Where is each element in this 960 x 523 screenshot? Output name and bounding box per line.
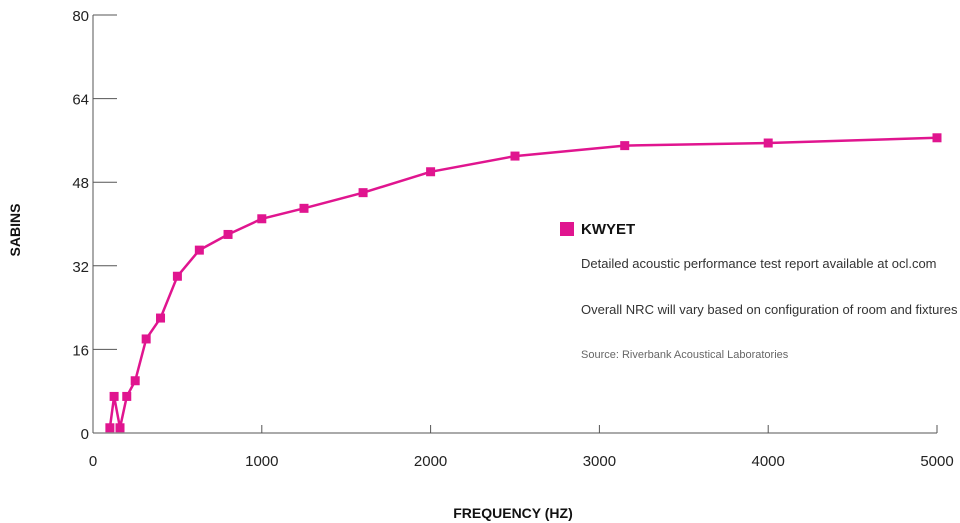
- y-axis: 0 16 32 48 64 80: [72, 8, 117, 443]
- data-point: [299, 203, 309, 213]
- y-tick-label: 16: [72, 342, 89, 359]
- data-point: [932, 133, 942, 143]
- data-point: [130, 376, 140, 386]
- legend: KWYET Detailed acoustic performance test…: [560, 221, 958, 361]
- x-axis-title: FREQUENCY (HZ): [453, 505, 573, 521]
- x-axis: 0 1000 2000 3000 4000 5000: [89, 425, 954, 470]
- data-point: [109, 391, 119, 401]
- data-point: [141, 334, 151, 344]
- annotation-report: Detailed acoustic performance test repor…: [581, 256, 937, 271]
- annotation-source: Source: Riverbank Acoustical Laboratorie…: [581, 349, 789, 361]
- y-tick-label: 48: [72, 175, 89, 192]
- legend-label: KWYET: [581, 221, 635, 238]
- data-point: [105, 423, 115, 433]
- data-point: [763, 138, 773, 148]
- data-point: [426, 167, 436, 177]
- data-point: [223, 229, 233, 239]
- y-tick-label: 80: [72, 8, 89, 25]
- x-tick-label: 5000: [920, 453, 953, 470]
- y-tick-label: 64: [72, 92, 89, 109]
- x-tick-label: 0: [89, 453, 97, 470]
- data-point: [194, 245, 204, 255]
- data-point: [510, 151, 520, 161]
- series-line: [108, 136, 938, 430]
- annotation-nrc: Overall NRC will vary based on configura…: [581, 302, 958, 317]
- y-axis-title: SABINS: [7, 204, 23, 257]
- x-tick-label: 1000: [245, 453, 278, 470]
- legend-swatch: [560, 222, 574, 236]
- data-point: [156, 313, 166, 323]
- data-point: [358, 188, 368, 198]
- plot-area: [105, 133, 942, 433]
- data-point: [257, 214, 267, 224]
- y-tick-label: 32: [72, 259, 89, 276]
- data-point: [122, 391, 132, 401]
- data-point: [172, 271, 182, 281]
- x-tick-label: 3000: [583, 453, 616, 470]
- y-tick-label: 0: [81, 426, 89, 443]
- x-tick-label: 4000: [752, 453, 785, 470]
- data-point: [620, 141, 630, 151]
- data-point: [115, 423, 125, 433]
- x-tick-label: 2000: [414, 453, 447, 470]
